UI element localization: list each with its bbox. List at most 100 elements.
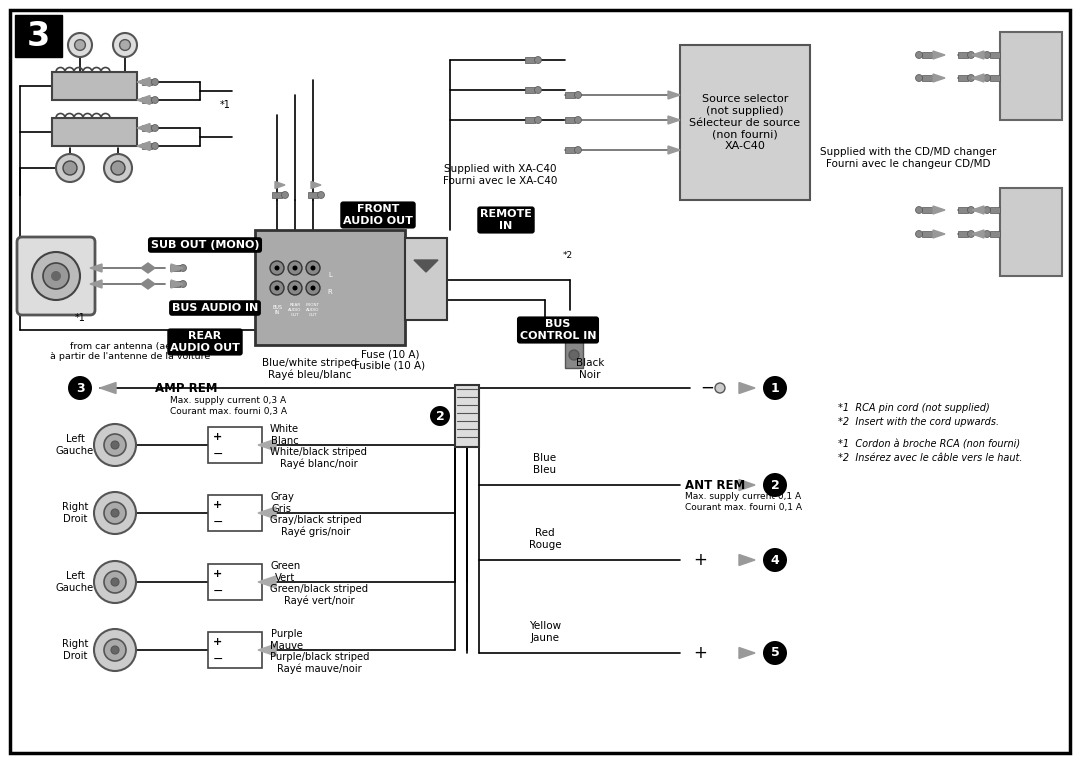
Circle shape <box>151 96 159 104</box>
Polygon shape <box>258 439 276 451</box>
Bar <box>170 281 181 287</box>
Polygon shape <box>414 260 438 272</box>
Text: Purple
Mauve: Purple Mauve <box>270 629 303 651</box>
Polygon shape <box>258 644 276 656</box>
Circle shape <box>111 161 125 175</box>
Text: Right
Droit: Right Droit <box>62 502 89 524</box>
Bar <box>142 97 152 103</box>
Text: REAR
AUDIO
OUT: REAR AUDIO OUT <box>289 304 302 317</box>
Circle shape <box>111 441 119 449</box>
Text: Gray/black striped
Rayé gris/noir: Gray/black striped Rayé gris/noir <box>270 515 362 537</box>
Circle shape <box>574 92 582 98</box>
Polygon shape <box>137 78 150 86</box>
Circle shape <box>270 281 284 295</box>
Text: 3: 3 <box>26 20 50 53</box>
Circle shape <box>763 548 787 572</box>
Circle shape <box>111 509 119 517</box>
Circle shape <box>111 646 119 654</box>
Text: 5: 5 <box>771 646 779 659</box>
Text: Right
Droit: Right Droit <box>62 639 89 661</box>
Bar <box>525 57 535 63</box>
Circle shape <box>318 192 324 198</box>
Text: Blue
Bleu: Blue Bleu <box>533 453 557 475</box>
Polygon shape <box>739 479 755 491</box>
Bar <box>922 231 932 237</box>
Bar <box>922 75 932 81</box>
Polygon shape <box>972 74 984 82</box>
Text: Yellow
Jaune: Yellow Jaune <box>529 621 561 643</box>
Bar <box>1000 188 1062 276</box>
Polygon shape <box>668 91 680 99</box>
Circle shape <box>288 281 302 295</box>
Text: Purple/black striped
Rayé mauve/noir: Purple/black striped Rayé mauve/noir <box>270 652 370 674</box>
Circle shape <box>534 56 542 63</box>
Bar <box>565 117 575 123</box>
Polygon shape <box>311 182 321 188</box>
Circle shape <box>984 230 990 237</box>
Text: Left
Gauche: Left Gauche <box>56 571 94 593</box>
Polygon shape <box>933 51 945 59</box>
Text: Supplied with XA-C40
Fourni avec le XA-C40: Supplied with XA-C40 Fourni avec le XA-C… <box>443 164 557 186</box>
Text: *1: *1 <box>75 313 85 323</box>
Circle shape <box>306 261 320 275</box>
Polygon shape <box>137 141 150 150</box>
Polygon shape <box>933 74 945 82</box>
Bar <box>142 125 152 131</box>
Text: Black
Noir: Black Noir <box>576 359 604 380</box>
Polygon shape <box>90 264 102 272</box>
Polygon shape <box>258 507 276 519</box>
Text: Supplied with the CD/MD changer
Fourni avec le changeur CD/MD: Supplied with the CD/MD changer Fourni a… <box>820 147 997 169</box>
Polygon shape <box>141 279 155 289</box>
Bar <box>525 117 535 123</box>
Circle shape <box>151 143 159 150</box>
Text: SUB OUT (MONO): SUB OUT (MONO) <box>150 240 259 250</box>
Bar <box>208 495 262 531</box>
Circle shape <box>275 266 280 271</box>
Circle shape <box>94 561 136 603</box>
Text: R: R <box>328 289 332 295</box>
Bar <box>208 632 262 668</box>
Text: AMP REM: AMP REM <box>155 382 217 394</box>
Circle shape <box>68 376 92 400</box>
Polygon shape <box>668 146 680 154</box>
Bar <box>170 265 181 271</box>
Text: Green
Vert: Green Vert <box>270 562 301 583</box>
Bar <box>990 52 1000 58</box>
Text: *2  Insérez avec le câble vers le haut.: *2 Insérez avec le câble vers le haut. <box>838 453 1023 463</box>
Text: Green/black striped
Rayé vert/noir: Green/black striped Rayé vert/noir <box>270 584 369 606</box>
Circle shape <box>32 252 80 300</box>
Circle shape <box>51 271 61 281</box>
Text: +: + <box>213 432 223 442</box>
Text: −: − <box>213 584 224 597</box>
Circle shape <box>104 434 126 456</box>
Bar <box>565 92 575 98</box>
Circle shape <box>984 207 990 214</box>
Text: +: + <box>213 569 223 579</box>
Circle shape <box>569 350 579 360</box>
Polygon shape <box>739 555 755 565</box>
Polygon shape <box>141 263 155 273</box>
Circle shape <box>293 266 297 271</box>
Text: +: + <box>693 644 707 662</box>
Circle shape <box>967 230 974 237</box>
Polygon shape <box>972 51 984 59</box>
Bar <box>52 72 137 100</box>
Polygon shape <box>972 230 984 238</box>
Bar <box>922 52 932 58</box>
Text: *2: *2 <box>563 250 573 259</box>
Bar <box>990 231 1000 237</box>
Circle shape <box>574 146 582 153</box>
Polygon shape <box>171 280 183 288</box>
Polygon shape <box>258 576 276 588</box>
Polygon shape <box>90 280 102 288</box>
Circle shape <box>275 285 280 291</box>
Circle shape <box>430 406 450 426</box>
Text: REAR
AUDIO OUT: REAR AUDIO OUT <box>170 331 240 353</box>
Circle shape <box>104 154 132 182</box>
Bar <box>208 427 262 463</box>
Circle shape <box>293 285 297 291</box>
Text: 2: 2 <box>436 410 444 423</box>
Text: REMOTE
IN: REMOTE IN <box>480 209 532 230</box>
Bar <box>958 52 967 58</box>
Circle shape <box>763 641 787 665</box>
